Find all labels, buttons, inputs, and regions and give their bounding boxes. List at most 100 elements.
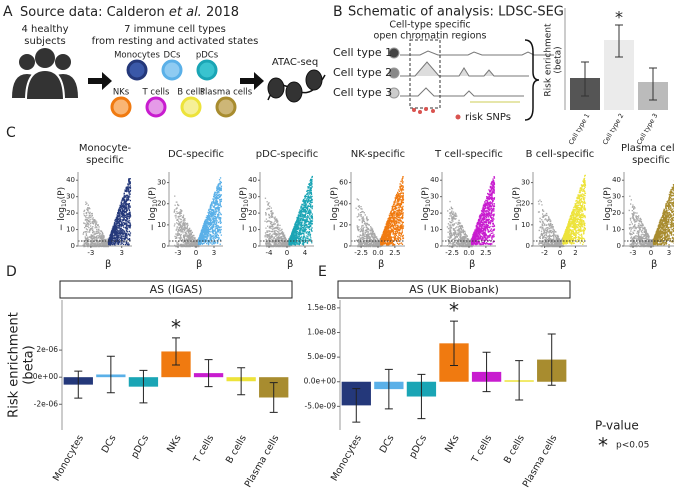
y-tick-label: 10 (248, 226, 257, 234)
label: 4 healthy (21, 24, 68, 35)
error-bar (204, 359, 213, 388)
y-tick-label: 0 (617, 242, 621, 250)
x-tick-label: B cells (224, 433, 249, 465)
y-label-part: 10 (152, 199, 159, 207)
error-bar (269, 382, 278, 413)
y-tick-label: 20 (430, 209, 439, 217)
y-label: (beta) (22, 345, 37, 384)
x-tick-label: Plasma cells (243, 433, 282, 489)
error-bar (237, 367, 246, 396)
label: open chromatin regions (374, 31, 487, 42)
inset-ylabel: (beta) (554, 46, 564, 73)
y-tick-label: 60 (339, 179, 348, 187)
y-label: − log10(P) (421, 187, 433, 231)
x-tick-label: T cells (191, 433, 216, 465)
y-label-part: 10 (607, 199, 614, 207)
x-tick-label: 0 (194, 249, 198, 257)
y-tick-label: 1.5e-08 (307, 303, 336, 312)
y-label-part: − log (421, 207, 431, 231)
x-tick-label: 0 (558, 249, 562, 257)
point-cloud (471, 176, 496, 246)
y-tick-label: 40 (339, 200, 348, 208)
y-tick-label: 0 (344, 242, 348, 250)
label: from resting and activated states (92, 36, 259, 47)
x-tick-label: 2.5 (389, 249, 400, 257)
x-tick-label: 3 (119, 249, 123, 257)
x-tick-label: -2 (541, 249, 548, 257)
x-tick-label: 2.5 (480, 249, 491, 257)
star: * (615, 8, 623, 27)
y-tick-label: 30 (157, 179, 166, 187)
chart-title: AS (UK Biobank) (409, 283, 499, 296)
cell-label: T cells (142, 88, 171, 98)
y-tick-label: 40 (248, 176, 257, 184)
y-tick-label: 10 (157, 221, 166, 229)
point-cloud (82, 201, 111, 248)
title-part: 2018 (202, 5, 239, 20)
y-label-part: − log (603, 207, 613, 231)
track-label: Cell type 2 (333, 66, 392, 79)
x-tick-label: 0 (649, 249, 653, 257)
x-tick-label: B cells (502, 433, 527, 465)
y-label-part: 10 (516, 199, 523, 207)
legend-symbol: * (598, 434, 608, 458)
x-tick-label: pDCs (129, 433, 151, 460)
y-tick-label: 2e-06 (36, 345, 58, 354)
error-bar (515, 360, 524, 401)
y-tick-label: 0.0e+00 (304, 377, 337, 386)
x-tick-label: DCs (100, 433, 119, 455)
y-tick-label: -2e-06 (34, 399, 59, 408)
point-cloud (264, 197, 291, 248)
y-label-part: 10 (243, 199, 250, 207)
label: ATAC-seq (272, 57, 318, 68)
panel-label: C (6, 125, 16, 141)
x-tick-label: -3 (630, 249, 637, 257)
label: 7 immune cell types (124, 24, 226, 35)
y-label: Risk enrichment (7, 312, 22, 418)
title-part: Source data: Calderon (20, 5, 169, 20)
y-label-part: (P) (512, 187, 522, 199)
inset-category: Cell type 2 (601, 112, 625, 146)
x-tick-label: 2 (573, 249, 577, 257)
y-label-part: (P) (57, 187, 67, 199)
x-label: β (651, 259, 657, 270)
point-cloud (355, 198, 383, 248)
y-tick-label: 10 (430, 226, 439, 234)
error-bar (106, 355, 115, 394)
error-bar (450, 320, 458, 366)
x-tick-label: NKs (165, 433, 184, 454)
plot-title: T cell-specific (434, 149, 503, 160)
y-tick-label: 40 (430, 176, 439, 184)
y-label: − log10(P) (603, 187, 615, 231)
arrow (240, 72, 264, 90)
x-label: β (378, 259, 384, 270)
x-tick-label: 0.0 (463, 249, 474, 257)
x-tick-label: -3 (175, 249, 182, 257)
plot-title: specific (86, 155, 124, 166)
nucleosomes (267, 69, 326, 103)
panel-title: Schematic of analysis: LDSC-SEG (348, 5, 564, 20)
label: risk SNPs (465, 112, 511, 123)
y-label-part: − log (148, 207, 158, 231)
error-bar (417, 373, 426, 420)
x-tick-label: -2.5 (445, 249, 459, 257)
error-bar (172, 337, 180, 366)
y-label: − log10(P) (512, 187, 524, 231)
y-tick-label: 40 (66, 176, 75, 184)
y-label: − log10(P) (330, 187, 342, 231)
inset-ylabel: Risk enrichment (544, 23, 554, 97)
point-cloud (446, 200, 474, 248)
x-tick-label: T cells (469, 433, 494, 465)
y-tick-label: 10 (612, 226, 621, 234)
cell-circles (110, 59, 237, 118)
point-cloud (537, 199, 566, 248)
cell-label: Plasma cells (200, 88, 253, 98)
plot-title: NK-specific (351, 149, 405, 160)
plot-title: pDC-specific (256, 149, 318, 160)
y-tick-label: 5.0e-09 (307, 352, 336, 361)
x-tick-label: DCs (378, 433, 397, 455)
point-cloud (628, 195, 655, 248)
point-cloud (562, 174, 587, 245)
x-label: β (196, 259, 202, 270)
